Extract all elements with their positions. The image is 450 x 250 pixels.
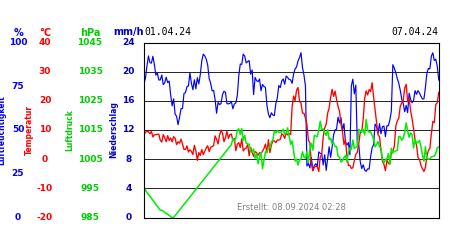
Text: 1035: 1035 [77,67,103,76]
Text: 0: 0 [42,155,48,164]
Text: 8: 8 [125,155,131,164]
Text: 16: 16 [122,96,135,105]
Text: 20: 20 [122,67,135,76]
Text: 12: 12 [122,126,135,134]
Text: 985: 985 [81,213,99,222]
Text: 995: 995 [81,184,99,193]
Text: 50: 50 [12,126,24,134]
Text: 40: 40 [39,38,51,47]
Text: 75: 75 [12,82,24,91]
Text: 0: 0 [125,213,131,222]
Text: 0: 0 [15,213,21,222]
Text: Temperatur: Temperatur [25,105,34,155]
Text: 30: 30 [39,67,51,76]
Text: Erstellt: 08.09.2024 02:28: Erstellt: 08.09.2024 02:28 [237,203,346,212]
Text: 24: 24 [122,38,135,47]
Text: -10: -10 [37,184,53,193]
Text: 1045: 1045 [77,38,103,47]
Text: hPa: hPa [80,28,100,38]
Text: 1005: 1005 [77,155,103,164]
Text: -20: -20 [37,213,53,222]
Text: 100: 100 [9,38,27,47]
Text: 10: 10 [39,126,51,134]
Text: 20: 20 [39,96,51,105]
Text: 01.04.24: 01.04.24 [144,27,191,37]
Text: 4: 4 [125,184,131,193]
Text: 07.04.24: 07.04.24 [392,27,439,37]
Text: %: % [13,28,23,38]
Text: Luftfeuchtigkeit: Luftfeuchtigkeit [0,95,7,165]
Text: mm/h: mm/h [113,28,144,38]
Text: Luftdruck: Luftdruck [65,109,74,151]
Text: 25: 25 [12,169,24,178]
Text: 1025: 1025 [77,96,103,105]
Text: °C: °C [39,28,51,38]
Text: Niederschlag: Niederschlag [109,102,118,158]
Text: 1015: 1015 [77,126,103,134]
